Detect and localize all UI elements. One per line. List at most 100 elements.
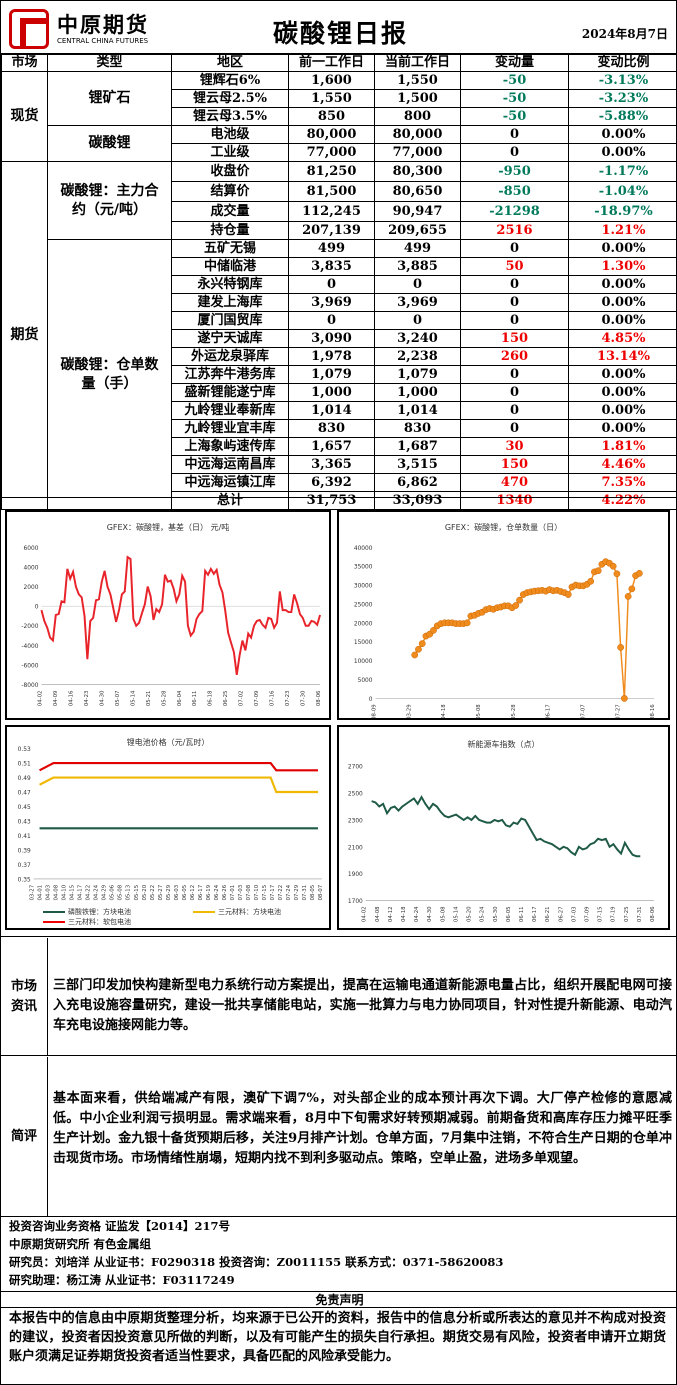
prev-value-cell: 1,978: [288, 347, 375, 366]
cur-value-cell: 1,500: [374, 89, 461, 108]
x-tick-label: 04-15: [70, 885, 76, 901]
cur-value-cell: 80,300: [374, 161, 461, 182]
x-tick-label: 07-16: [270, 690, 276, 706]
change-cell: -50: [460, 107, 569, 126]
cur-value-cell: 0: [374, 311, 461, 330]
prev-value-cell: 207,139: [288, 221, 375, 240]
prev-value-cell: 850: [288, 107, 375, 126]
table-row: 总计 31,753 33,093 1340 4.22%: [2, 491, 677, 510]
x-tick-label: 05-07: [115, 691, 121, 707]
region-cell: 九岭锂业宜丰库: [171, 419, 289, 438]
change-cell: 0: [460, 239, 569, 258]
change-cell: 0: [460, 401, 569, 420]
table-row: 碳酸锂：仓单数量（手） 五矿无锡 499 499 0 0.00%: [2, 239, 677, 510]
col-header: 当前工作日: [374, 54, 461, 72]
region-cell: 江苏奔牛港务库: [171, 365, 289, 384]
change-pct-cell: 1.81%: [568, 437, 677, 456]
cur-value-cell: 80,650: [374, 181, 461, 202]
prev-value-cell: 1,014: [288, 401, 375, 420]
prev-value-cell: 830: [288, 419, 375, 438]
x-tick-label: 06-18: [208, 690, 214, 706]
disclaimer-text: 本报告中的信息由中原期货整理分析，均来源于已公开的资料，报告中的信息分析或所表达…: [9, 1311, 666, 1364]
change-cell: 0: [460, 275, 569, 294]
x-tick-label: 05-06: [110, 884, 116, 900]
x-tick-label: 06-17: [198, 885, 204, 901]
warrant-point: [411, 651, 419, 659]
region-cell: 持仓量: [171, 221, 289, 240]
x-tick-label: 07-01: [230, 885, 236, 901]
battery-series-line: [39, 762, 319, 772]
col-header: 市场: [1, 54, 48, 72]
x-tick-label: 07-07: [580, 704, 586, 718]
y-tick-label: -4000: [21, 644, 38, 650]
cur-value-cell: 1,550: [374, 71, 461, 90]
cur-value-cell: 209,655: [374, 221, 461, 240]
x-tick-label: 07-22: [278, 885, 284, 901]
region-cell: 五矿无锡: [171, 239, 289, 258]
col-header: 变动比例: [568, 54, 677, 72]
region-cell: 锂云母2.5%: [171, 89, 289, 108]
x-tick-label: 04-16: [68, 690, 74, 706]
x-tick-label: 04-09: [53, 690, 59, 706]
x-tick-label: 06-03: [174, 885, 180, 901]
y-tick-label: 30000: [354, 584, 373, 590]
x-tick-label: 07-19: [611, 906, 617, 922]
price-table: 市场 类型 地区 前一工作日 当前工作日 变动量 变动比例 现货 锂矿石 锂辉石6% 1,600 1…: [1, 54, 677, 510]
prev-value-cell: 1,657: [288, 437, 375, 456]
x-tick-label: 06-11: [519, 906, 525, 922]
change-pct-cell: 0.00%: [568, 419, 677, 438]
prev-value-cell: 1,079: [288, 365, 375, 384]
comment-section: 简评 基本面来看，供给端减产有限，澳矿下调7%，对头部企业的成本预计再次下调。大…: [1, 1057, 677, 1217]
y-tick-label: 10000: [354, 659, 373, 665]
x-tick-label: 08-05: [310, 885, 316, 901]
x-tick-label: 05-20: [142, 884, 148, 900]
logo-cn: 中原期货: [57, 13, 149, 37]
x-tick-label: 03-27: [30, 885, 36, 901]
x-tick-label: 06-27: [558, 906, 564, 922]
x-tick-label: 08-16: [650, 704, 656, 718]
change-cell: 0: [460, 383, 569, 402]
region-cell: 锂云母3.5%: [171, 107, 289, 126]
y-tick-label: -8000: [21, 683, 38, 689]
x-tick-label: 05-21: [146, 691, 152, 707]
change-pct-cell: 0.00%: [568, 365, 677, 384]
x-tick-label: 04-02: [362, 906, 368, 922]
y-tick-label: 0.49: [18, 776, 31, 782]
cur-value-cell: 3,515: [374, 455, 461, 474]
cur-value-cell: 830: [374, 419, 461, 438]
y-tick-label: 0.53: [18, 747, 31, 753]
x-tick-label: 06-05: [182, 885, 188, 901]
x-tick-label: 07-23: [285, 691, 291, 707]
cur-value-cell: 0: [374, 275, 461, 294]
change-cell: 2516: [460, 221, 569, 240]
ore-type-cell: 锂矿石: [47, 71, 172, 126]
warrant-point: [628, 585, 636, 593]
table-row: 现货 锂矿石 锂辉石6% 1,600 1,550 -50 -3.13%: [1, 71, 677, 162]
x-tick-label: 07-29: [294, 884, 300, 900]
cur-value-cell: 1,000: [374, 383, 461, 402]
spot-market-cell: 现货: [1, 71, 48, 162]
y-tick-label: 0.45: [18, 805, 31, 811]
warrant-point: [463, 619, 471, 627]
nev-series-line: [371, 795, 641, 858]
x-tick-label: 04-29: [102, 884, 108, 900]
y-tick-label: 0: [35, 605, 39, 611]
x-tick-label: 08-06: [650, 906, 656, 922]
change-pct-cell: 4.46%: [568, 455, 677, 474]
y-tick-label: 1700: [348, 899, 363, 905]
y-tick-label: 1900: [348, 872, 363, 878]
y-tick-label: 0.39: [18, 848, 31, 854]
logo-mark-icon: [9, 9, 49, 49]
table-row: 建发上海库 3,969 3,969 0 0.00%: [2, 293, 677, 312]
change-cell: 260: [460, 347, 569, 366]
y-tick-label: 0: [369, 697, 373, 703]
region-cell: 外运龙泉驿库: [171, 347, 289, 366]
report-title: 碳酸锂日报: [273, 19, 409, 48]
cur-value-cell: 3,969: [374, 293, 461, 312]
cur-value-cell: 6,862: [374, 473, 461, 492]
comment-text: 基本面来看，供给端减产有限，澳矿下调7%，对头部企业的成本预计再次下调。大厂停产…: [53, 1091, 672, 1166]
x-tick-label: 04-30: [99, 690, 105, 706]
y-tick-label: 2300: [348, 818, 363, 824]
cur-value-cell: 800: [374, 107, 461, 126]
change-cell: 0: [460, 365, 569, 384]
